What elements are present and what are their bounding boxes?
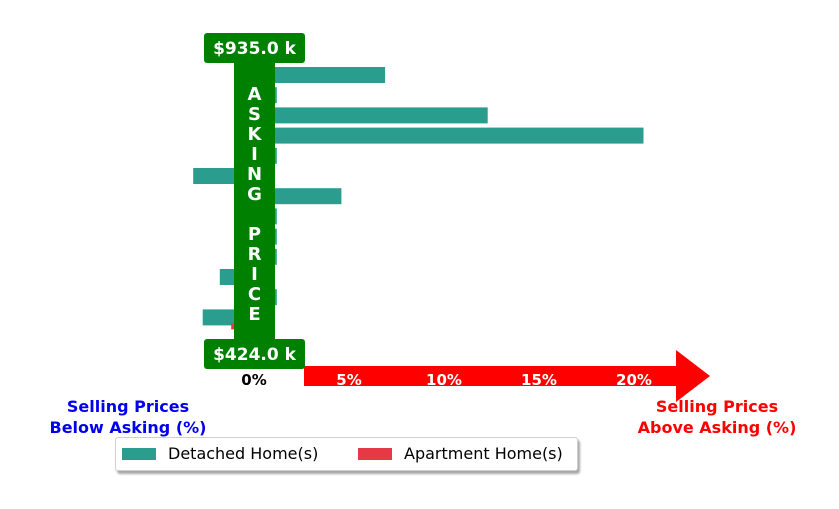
asking-price-letter-2: K	[248, 124, 263, 145]
legend-swatch-apartment	[358, 447, 392, 460]
axis-arrow-group	[304, 350, 710, 402]
asking-price-letter-5: G	[247, 184, 262, 205]
above-asking-label-line2: Above Asking (%)	[637, 418, 797, 437]
bottom-price-label: $424.0 k	[213, 345, 297, 365]
asking-price-letter-9: I	[251, 264, 258, 285]
x-tick-label-2: 10%	[426, 371, 462, 389]
asking-price-letter-7: P	[248, 224, 261, 245]
top-price-label-box	[204, 33, 305, 63]
asking-price-column	[234, 62, 275, 342]
above-asking-label: Selling Prices Above Asking (%)	[626, 396, 808, 438]
bar-detached-2	[254, 107, 488, 124]
bar-detached-6	[254, 188, 342, 205]
legend: Detached Home(s) Apartment Home(s)	[115, 437, 578, 471]
x-tick-label-1: 5%	[336, 371, 361, 389]
asking-price-letter-11: E	[248, 304, 260, 325]
asking-price-letter-1: S	[248, 104, 261, 125]
below-asking-label-line2: Below Asking (%)	[49, 418, 207, 437]
legend-swatch-detached	[122, 447, 156, 460]
asking-price-letter-4: N	[247, 164, 262, 185]
asking-price-letter-0: A	[248, 84, 262, 105]
x-tick-label-0: 0%	[241, 371, 266, 389]
x-tick-label-4: 20%	[616, 371, 652, 389]
below-asking-label: Selling Prices Below Asking (%)	[40, 396, 216, 438]
legend-label-detached: Detached Home(s)	[168, 444, 319, 463]
asking-price-letter-3: I	[251, 144, 258, 165]
x-tick-label-3: 15%	[521, 371, 557, 389]
below-asking-label-line1: Selling Prices	[66, 397, 190, 416]
x-tick-labels: 0% 5% 10% 15% 20%	[241, 371, 652, 389]
legend-item-apartment: Apartment Home(s)	[358, 444, 563, 463]
asking-price-letter-10: C	[248, 284, 261, 305]
top-price-label: $935.0 k	[213, 39, 297, 59]
legend-item-detached: Detached Home(s)	[122, 444, 318, 463]
legend-label-apartment: Apartment Home(s)	[404, 444, 563, 463]
bar-detached-0	[254, 67, 386, 83]
asking-price-letter-8: R	[248, 244, 262, 265]
bar-detached-3	[254, 127, 644, 144]
bottom-price-label-box	[204, 339, 305, 369]
above-asking-arrow	[304, 350, 710, 402]
above-asking-label-line1: Selling Prices	[655, 397, 779, 416]
